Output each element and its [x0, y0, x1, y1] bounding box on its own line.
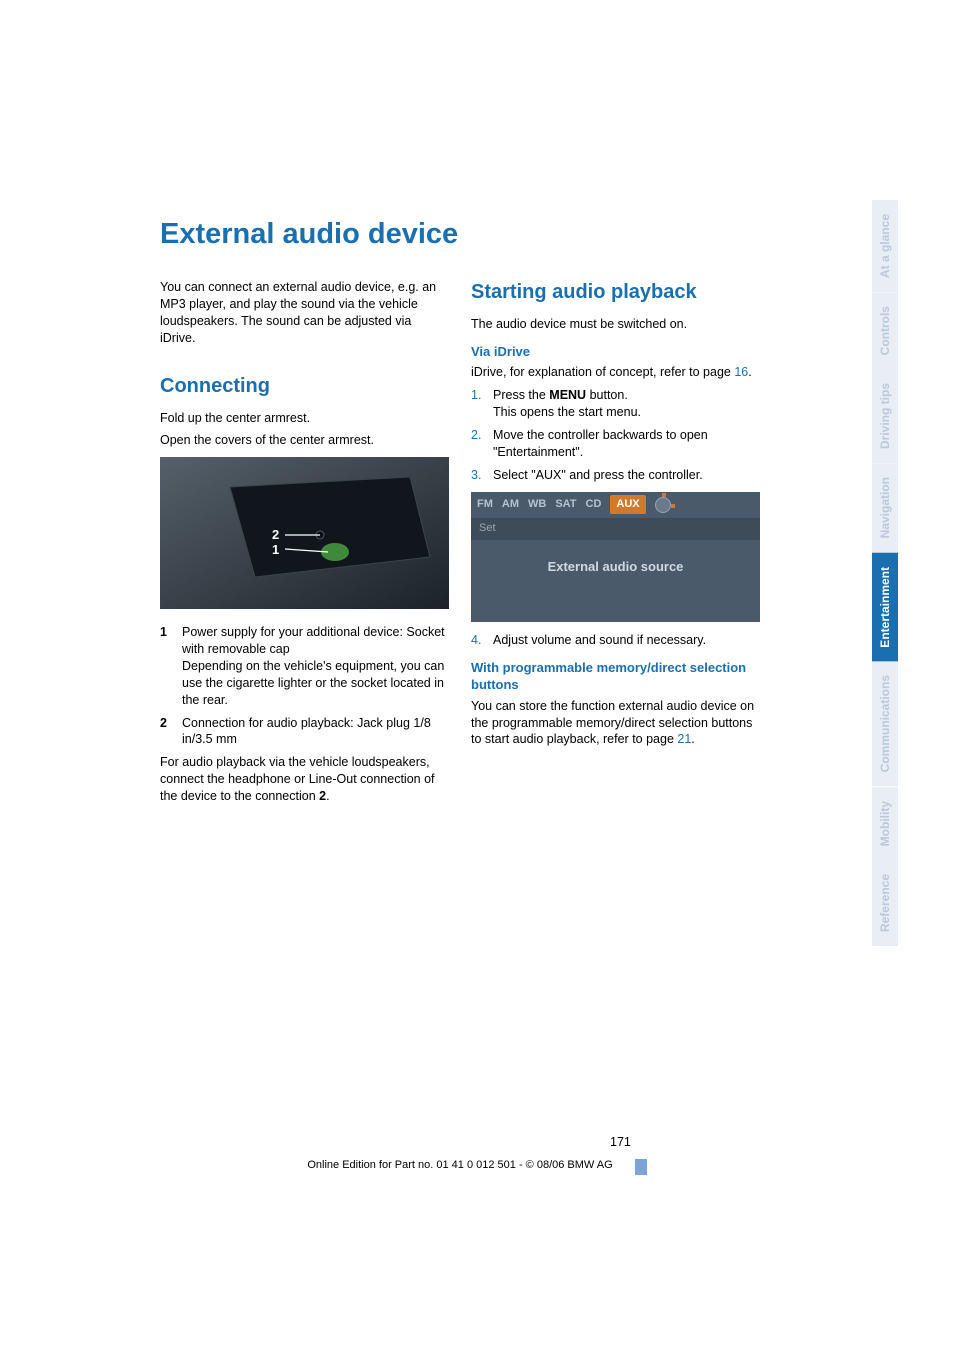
step-text: Move the controller backwards to open "E…: [493, 427, 760, 461]
step-extra: This opens the start menu.: [493, 405, 641, 419]
step-text: button.: [586, 388, 628, 402]
step-marker: 1.: [471, 387, 493, 421]
list-item: 2 Connection for audio playback: Jack pl…: [160, 715, 449, 749]
idrive-ref: iDrive, for explanation of concept, refe…: [471, 364, 760, 381]
section-tab-mobility[interactable]: Mobility: [872, 787, 898, 860]
left-column: You can connect an external audio device…: [160, 279, 449, 811]
idrive-tab-am: AM: [502, 497, 519, 512]
section-tab-entertainment[interactable]: Entertainment: [872, 553, 898, 662]
idrive-tab-wb: WB: [528, 497, 546, 512]
section-tab-controls[interactable]: Controls: [872, 292, 898, 369]
step-item: 1. Press the MENU button. This opens the…: [471, 387, 760, 421]
step-text: Adjust volume and sound if necessary.: [493, 632, 760, 649]
footer-text: Online Edition for Part no. 01 41 0 012 …: [160, 1159, 760, 1171]
idrive-body-text: External audio source: [471, 540, 760, 576]
controller-knob-icon: [655, 497, 671, 513]
right-column: Starting audio playback The audio device…: [471, 279, 760, 811]
list-text: Depending on the vehicle's equipment, yo…: [182, 659, 444, 707]
step-marker: 4.: [471, 632, 493, 649]
memory-heading: With programmable memory/direct selectio…: [471, 659, 760, 694]
section-tab-driving-tips[interactable]: Driving tips: [872, 369, 898, 463]
steps-list-2: 4. Adjust volume and sound if necessary.: [471, 632, 760, 649]
idrive-tab-fm: FM: [477, 497, 493, 512]
figure-label-1: 1: [272, 542, 279, 557]
step-item: 4. Adjust volume and sound if necessary.: [471, 632, 760, 649]
idrive-tabs: FM AM WB SAT CD AUX: [471, 492, 760, 518]
menu-button-label: MENU: [549, 388, 586, 402]
starting-p1: The audio device must be switched on.: [471, 316, 760, 333]
steps-list: 1. Press the MENU button. This opens the…: [471, 387, 760, 483]
step-marker: 3.: [471, 467, 493, 484]
connecting-list: 1 Power supply for your additional devic…: [160, 624, 449, 748]
step-item: 3. Select "AUX" and press the controller…: [471, 467, 760, 484]
step-text: Press the: [493, 388, 549, 402]
connecting-heading: Connecting: [160, 373, 449, 400]
step-marker: 2.: [471, 427, 493, 461]
intro-text: You can connect an external audio device…: [160, 279, 449, 347]
list-text: Power supply for your additional device:…: [182, 625, 445, 656]
step-text: Select "AUX" and press the controller.: [493, 467, 760, 484]
connecting-p1: Fold up the center armrest.: [160, 410, 449, 427]
list-marker: 2: [160, 715, 182, 749]
page-link-16[interactable]: 16: [734, 365, 748, 379]
list-item: 1 Power supply for your additional devic…: [160, 624, 449, 708]
memory-pre: You can store the function external audi…: [471, 699, 754, 747]
section-tab-communications[interactable]: Communications: [872, 661, 898, 786]
idrive-tab-sat: SAT: [555, 497, 576, 512]
via-idrive-heading: Via iDrive: [471, 343, 760, 361]
connecting-p2: Open the covers of the center armrest.: [160, 432, 449, 449]
idrive-tab-aux: AUX: [610, 495, 645, 514]
page-link-21[interactable]: 21: [677, 732, 691, 746]
memory-post: .: [691, 732, 694, 746]
memory-text: You can store the function external audi…: [471, 698, 760, 749]
section-tab-navigation[interactable]: Navigation: [872, 463, 898, 552]
list-marker: 1: [160, 624, 182, 708]
step-item: 2. Move the controller backwards to open…: [471, 427, 760, 461]
tail-pre: For audio playback via the vehicle louds…: [160, 755, 435, 803]
idrive-ref-post: .: [748, 365, 751, 379]
idrive-ref-pre: iDrive, for explanation of concept, refe…: [471, 365, 734, 379]
section-tab-reference[interactable]: Reference: [872, 860, 898, 946]
idrive-tab-cd: CD: [586, 497, 602, 512]
section-tabs: At a glanceControlsDriving tipsNavigatio…: [872, 200, 902, 946]
tail-post: .: [326, 789, 329, 803]
idrive-set-row: Set: [471, 518, 760, 540]
page-title: External audio device: [160, 218, 760, 251]
figure-label-2: 2: [272, 527, 279, 542]
idrive-screenshot: FM AM WB SAT CD AUX Set External audio s…: [471, 492, 760, 622]
connecting-tail: For audio playback via the vehicle louds…: [160, 754, 449, 805]
page-number: 171: [610, 1135, 631, 1149]
starting-heading: Starting audio playback: [471, 279, 760, 306]
list-text: Connection for audio playback: Jack plug…: [182, 715, 449, 749]
armrest-figure: 2 1: [160, 457, 449, 614]
section-tab-at-a-glance[interactable]: At a glance: [872, 200, 898, 292]
